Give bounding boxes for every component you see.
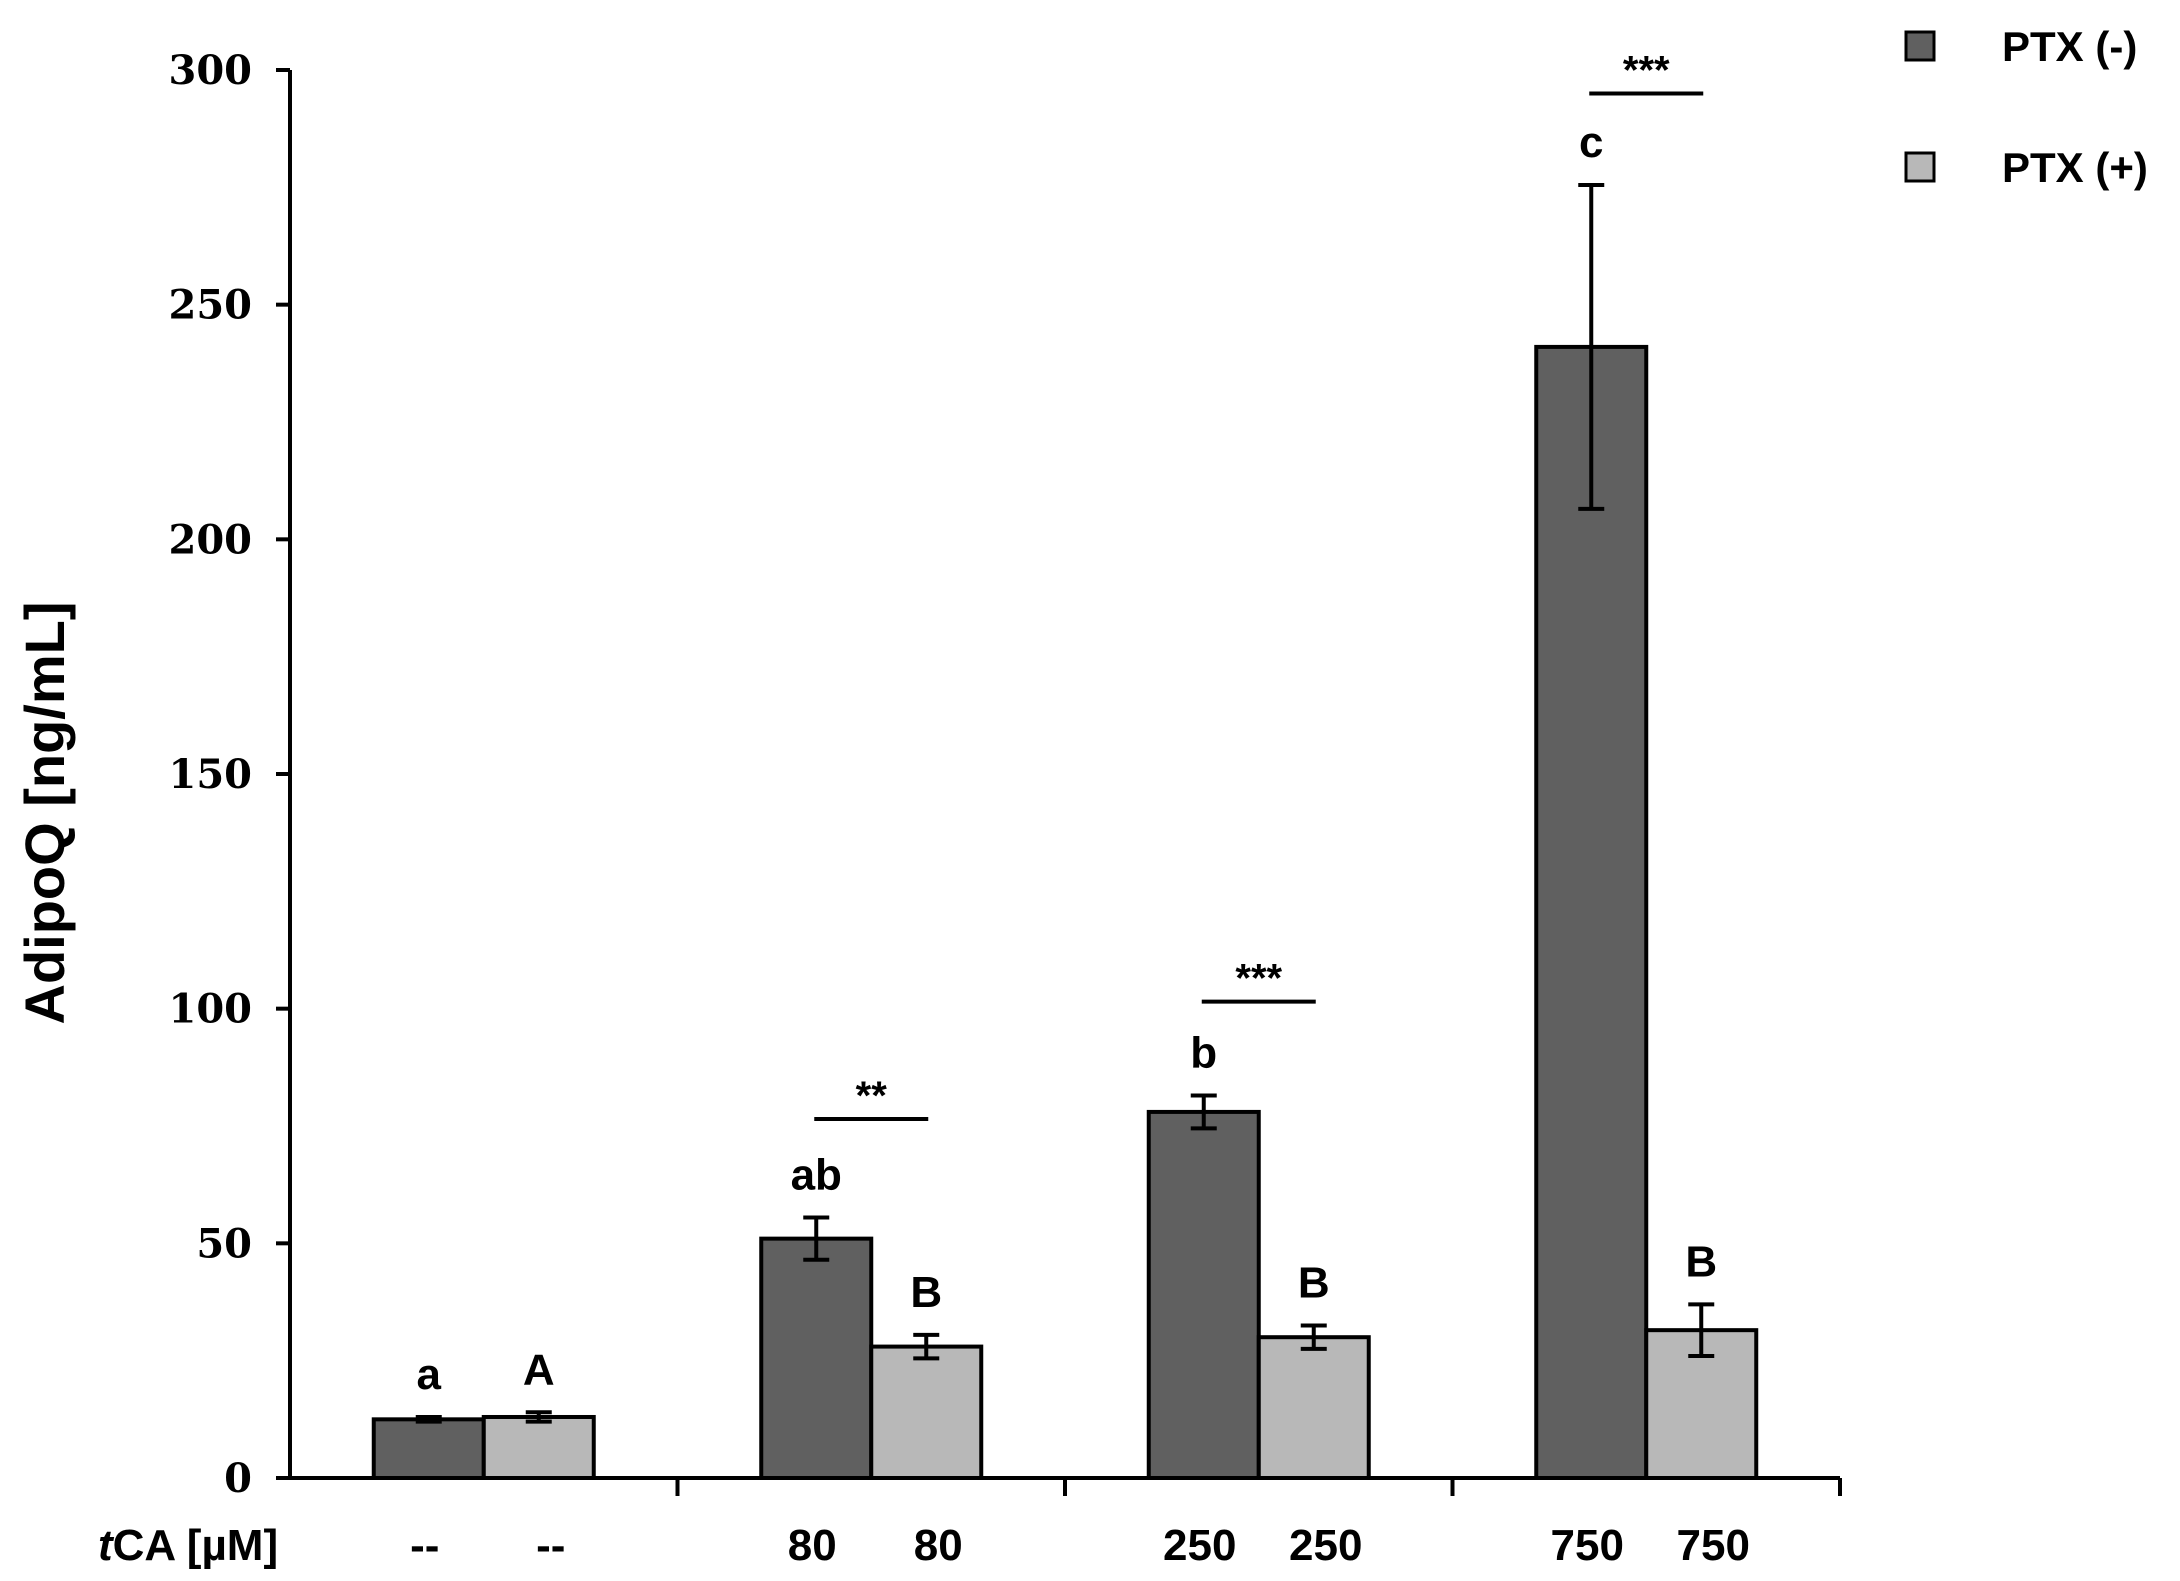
significance-bracket: *** <box>1201 957 1316 1004</box>
bar <box>1256 1335 1371 1480</box>
y-axis-ticks: 0 50 100 150 200 250 300 <box>169 47 290 1502</box>
error-bar <box>1190 1093 1217 1131</box>
y-tick-label: 150 <box>169 751 253 798</box>
category-label: 250 <box>1289 1521 1362 1570</box>
error-bars <box>415 182 1715 1424</box>
error-bar <box>1578 182 1605 511</box>
legend-label: PTX (+) <box>2002 144 2148 191</box>
category-label: -- <box>410 1521 439 1570</box>
bar <box>481 1414 596 1481</box>
group-letter: a <box>417 1350 442 1399</box>
group-letter: A <box>523 1345 555 1394</box>
y-tick-label: 0 <box>224 1455 252 1502</box>
significance-bracket: *** <box>1589 48 1704 96</box>
significance-stars: *** <box>1235 957 1282 1001</box>
error-bar <box>1300 1323 1327 1351</box>
category-label: 250 <box>1163 1521 1236 1570</box>
significance-letters: a ab b c A B B B <box>417 118 1718 1399</box>
error-bar <box>415 1414 442 1424</box>
group-letter: B <box>1298 1258 1330 1307</box>
legend-swatch <box>1904 151 1936 183</box>
legend: PTX (-) PTX (+) <box>1904 23 2148 191</box>
legend-item: PTX (+) <box>1904 144 2148 191</box>
x-axis-title-rest: CA [µM] <box>113 1521 278 1570</box>
group-letter: B <box>1685 1237 1717 1286</box>
significance-bracket: ** <box>814 1074 929 1121</box>
error-bar <box>525 1410 552 1424</box>
category-label: 80 <box>914 1521 963 1570</box>
significance-stars: ** <box>856 1074 888 1118</box>
significance-brackets: ******** <box>814 48 1704 1121</box>
category-label: 750 <box>1677 1521 1750 1570</box>
error-bar <box>913 1332 940 1361</box>
bar <box>1146 1109 1261 1481</box>
category-label: 750 <box>1551 1521 1624 1570</box>
x-axis-title: tCA [µM] <box>98 1521 278 1570</box>
y-tick-label: 50 <box>196 1220 252 1267</box>
category-label: 80 <box>788 1521 837 1570</box>
group-letter: b <box>1190 1028 1217 1077</box>
bar <box>371 1417 486 1481</box>
bar <box>759 1236 874 1481</box>
group-letter: c <box>1579 118 1603 167</box>
x-axis-ticks <box>675 1478 1842 1496</box>
category-label: -- <box>536 1521 565 1570</box>
y-tick-label: 300 <box>169 47 253 94</box>
legend-swatch <box>1904 30 1936 62</box>
legend-item: PTX (-) <box>1904 23 2137 70</box>
y-tick-label: 250 <box>169 282 253 329</box>
error-bar <box>1688 1302 1715 1358</box>
y-axis-title: AdipoQ [ng/mL] <box>13 601 76 1024</box>
bars <box>371 344 1759 1481</box>
bar <box>1534 344 1649 1481</box>
bar <box>869 1344 984 1480</box>
legend-label: PTX (-) <box>2002 23 2137 70</box>
group-letter: B <box>910 1268 942 1317</box>
error-bar <box>803 1215 830 1262</box>
x-axis-category-labels: -- 80 250 750 -- 80 250 750 <box>410 1521 1750 1570</box>
y-tick-label: 200 <box>169 516 253 563</box>
group-letter: ab <box>791 1151 842 1200</box>
x-axis-title-italic: t <box>98 1521 115 1570</box>
significance-stars: *** <box>1623 48 1670 92</box>
y-tick-label: 100 <box>169 986 253 1033</box>
